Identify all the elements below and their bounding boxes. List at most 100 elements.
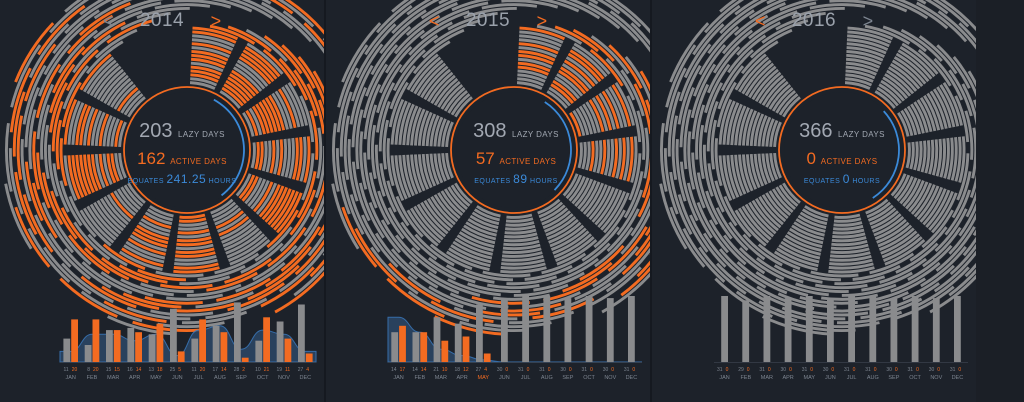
day-cell bbox=[451, 0, 491, 12]
day-cell bbox=[924, 140, 931, 174]
day-cell bbox=[717, 65, 745, 110]
lazy-count-label: 21 bbox=[433, 367, 439, 373]
lazy-bar bbox=[805, 296, 813, 362]
lazy-bar bbox=[298, 304, 305, 362]
day-cell bbox=[775, 186, 796, 210]
day-cell bbox=[47, 232, 91, 280]
day-cell bbox=[363, 152, 378, 209]
day-cell bbox=[191, 42, 232, 55]
day-cell bbox=[916, 0, 927, 5]
day-cell bbox=[679, 43, 712, 102]
day-cell bbox=[228, 236, 268, 262]
day-cell bbox=[266, 209, 299, 249]
day-cell bbox=[425, 153, 437, 187]
day-cell bbox=[518, 46, 557, 58]
day-cell bbox=[79, 105, 92, 146]
active-count-label: 21 bbox=[264, 367, 270, 373]
day-cell bbox=[568, 175, 586, 202]
day-cell bbox=[572, 28, 615, 62]
day-cell bbox=[178, 217, 207, 223]
day-cell bbox=[620, 69, 645, 117]
day-cell bbox=[699, 124, 705, 180]
day-cell bbox=[437, 153, 447, 182]
day-cell bbox=[437, 118, 447, 147]
day-cell bbox=[645, 99, 650, 117]
active-count-label: 20 bbox=[93, 367, 99, 373]
active-count-label: 0 bbox=[958, 367, 961, 373]
day-cell bbox=[114, 119, 124, 147]
lazy-count-label: 31 bbox=[717, 367, 723, 373]
day-cell bbox=[142, 214, 172, 229]
day-cell bbox=[878, 83, 902, 104]
day-cell bbox=[229, 239, 271, 266]
day-cell bbox=[704, 63, 731, 114]
day-cell bbox=[588, 140, 595, 172]
day-cell bbox=[51, 101, 64, 152]
day-cell bbox=[916, 1, 968, 43]
day-cell bbox=[500, 262, 546, 270]
day-cell bbox=[386, 277, 445, 318]
prev-year-button[interactable]: < bbox=[754, 10, 766, 31]
day-cell bbox=[240, 242, 284, 274]
day-cell bbox=[398, 155, 412, 198]
lazy-bar bbox=[212, 325, 220, 362]
lazy-bar bbox=[412, 332, 420, 362]
day-cell bbox=[64, 0, 113, 34]
day-cell bbox=[41, 172, 64, 226]
day-cell bbox=[240, 52, 275, 83]
next-year-button[interactable]: > bbox=[536, 10, 548, 31]
day-cell bbox=[503, 236, 539, 243]
day-cell bbox=[734, 154, 747, 195]
day-cell bbox=[565, 56, 599, 85]
day-cell bbox=[365, 44, 399, 97]
active-count-label: 4 bbox=[484, 367, 487, 373]
day-cell bbox=[748, 201, 777, 235]
day-cell bbox=[876, 221, 910, 244]
day-cell bbox=[716, 81, 737, 128]
day-cell bbox=[902, 264, 955, 301]
center-disc bbox=[784, 92, 900, 208]
day-cell bbox=[254, 141, 260, 170]
day-cell bbox=[833, 217, 862, 223]
day-cell bbox=[589, 48, 624, 87]
day-cell bbox=[741, 59, 772, 95]
day-cell bbox=[387, 207, 421, 252]
day-cell bbox=[106, 194, 132, 223]
day-cell bbox=[553, 233, 593, 259]
day-cell bbox=[86, 59, 117, 95]
day-cell bbox=[775, 278, 829, 297]
next-year-button[interactable]: > bbox=[862, 10, 874, 31]
active-count-label: 0 bbox=[569, 367, 572, 373]
day-cell bbox=[603, 139, 611, 176]
lazy-count-label: 28 bbox=[234, 367, 240, 373]
day-cell bbox=[83, 154, 95, 193]
day-cell bbox=[636, 260, 650, 278]
day-cell bbox=[402, 103, 415, 146]
day-cell bbox=[896, 175, 914, 202]
day-cell bbox=[111, 0, 122, 5]
day-cell bbox=[371, 124, 377, 180]
center-disc bbox=[129, 92, 245, 208]
day-cell bbox=[722, 155, 736, 200]
lazy-count-label: 31 bbox=[539, 367, 545, 373]
next-year-button[interactable]: > bbox=[210, 10, 222, 31]
day-cell bbox=[893, 174, 911, 200]
day-cell bbox=[421, 111, 433, 146]
day-cell bbox=[174, 258, 218, 266]
day-cell bbox=[565, 174, 583, 200]
day-cell bbox=[832, 232, 866, 239]
day-cell bbox=[718, 155, 733, 202]
day-cell bbox=[106, 19, 154, 44]
day-cell bbox=[296, 171, 317, 219]
day-cell bbox=[174, 251, 216, 258]
lazy-bar bbox=[628, 296, 635, 362]
day-cell bbox=[81, 261, 133, 295]
prev-year-button[interactable]: < bbox=[428, 10, 440, 31]
prev-year-button[interactable]: < bbox=[102, 10, 114, 31]
day-cell bbox=[351, 161, 371, 222]
lazy-bar bbox=[391, 332, 399, 362]
day-cell bbox=[554, 76, 581, 100]
active-count-label: 2 bbox=[242, 367, 245, 373]
day-cell bbox=[471, 295, 530, 305]
day-cell bbox=[65, 49, 99, 92]
